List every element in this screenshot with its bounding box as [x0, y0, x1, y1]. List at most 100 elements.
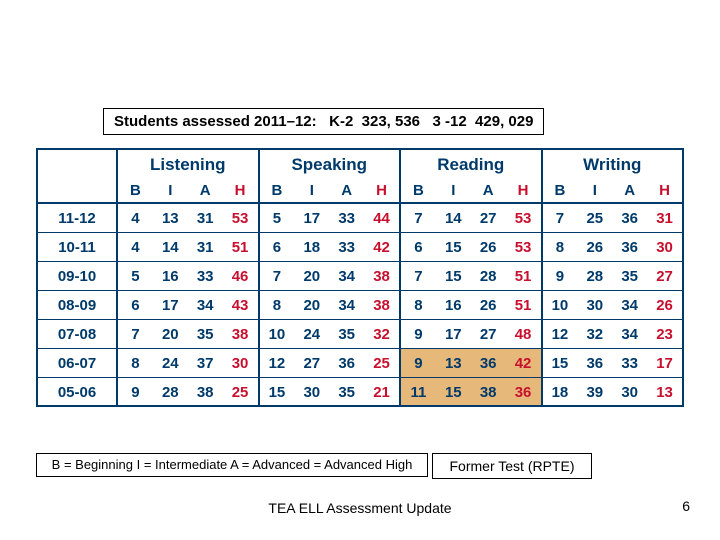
cell-value: 36	[612, 233, 647, 261]
cell-value: 17	[436, 320, 471, 348]
cell-value: 8	[118, 349, 153, 377]
cell-value: 34	[612, 320, 647, 348]
cell-group: 15363317	[543, 349, 683, 377]
cell-value: 16	[153, 262, 188, 290]
cell-value: 26	[471, 233, 506, 261]
level-H: H	[364, 178, 399, 202]
cell-value: 51	[223, 233, 258, 261]
cell-value: 10	[260, 320, 295, 348]
page-number: 6	[682, 498, 690, 514]
cell-value: 7	[401, 204, 436, 232]
level-B: B	[401, 178, 436, 202]
cell-value: 18	[294, 233, 329, 261]
cell-value: 31	[188, 233, 223, 261]
cell-value: 15	[436, 262, 471, 290]
cell-group: 7142753	[401, 204, 543, 232]
cell-value: 32	[364, 320, 399, 348]
cell-value: 37	[188, 349, 223, 377]
cell-group: 12273625	[260, 349, 402, 377]
cell-group: 8263630	[543, 233, 683, 261]
cell-value: 14	[436, 204, 471, 232]
cell-group: 6152653	[401, 233, 543, 261]
cell-value: 27	[294, 349, 329, 377]
level-B: B	[118, 178, 153, 202]
level-A: A	[612, 178, 647, 202]
cell-group: 11153836	[401, 378, 543, 405]
level-I: I	[153, 178, 188, 202]
cell-value: 9	[543, 262, 578, 290]
cell-group: 18393013	[543, 378, 683, 405]
cell-value: 28	[471, 262, 506, 290]
levels-writing: BIAH	[543, 178, 683, 202]
cell-group: 7203538	[118, 320, 260, 348]
cell-group: 8243730	[118, 349, 260, 377]
cell-value: 30	[294, 378, 329, 405]
level-A: A	[329, 178, 364, 202]
cell-value: 36	[329, 349, 364, 377]
header-year-blank	[38, 150, 118, 178]
table-row: 09-105163346720343871528519283527	[38, 262, 682, 291]
level-B: B	[543, 178, 578, 202]
levels-speaking: BIAH	[260, 178, 402, 202]
cell-value: 15	[260, 378, 295, 405]
former-test-label: Former Test (RPTE)	[432, 453, 592, 479]
cell-value: 24	[153, 349, 188, 377]
cell-value: 9	[401, 349, 436, 377]
cell-value: 35	[612, 262, 647, 290]
cell-value: 7	[543, 204, 578, 232]
cell-value: 30	[647, 233, 682, 261]
level-A: A	[471, 178, 506, 202]
cell-value: 33	[612, 349, 647, 377]
cell-value: 34	[612, 291, 647, 319]
cell-value: 25	[364, 349, 399, 377]
cell-value: 36	[612, 204, 647, 232]
cell-group: 7203438	[260, 262, 402, 290]
cell-value: 20	[294, 262, 329, 290]
col-writing: Writing	[543, 150, 683, 178]
cell-value: 35	[188, 320, 223, 348]
cell-value: 6	[401, 233, 436, 261]
cell-value: 15	[543, 349, 578, 377]
cell-value: 5	[260, 204, 295, 232]
col-reading: Reading	[401, 150, 543, 178]
cell-value: 35	[329, 378, 364, 405]
cell-value: 33	[329, 204, 364, 232]
cell-value: 53	[223, 204, 258, 232]
cell-value: 51	[506, 262, 541, 290]
level-I: I	[294, 178, 329, 202]
header-year-blank2	[38, 178, 118, 202]
cell-value: 27	[471, 320, 506, 348]
cell-value: 5	[118, 262, 153, 290]
cell-value: 25	[577, 204, 612, 232]
table-row: 06-07824373012273625913364215363317	[38, 349, 682, 378]
table-body: 11-12413315351733447142753725363110-1141…	[38, 204, 682, 407]
cell-value: 23	[647, 320, 682, 348]
cell-value: 9	[118, 378, 153, 405]
cell-value: 36	[577, 349, 612, 377]
level-H: H	[223, 178, 258, 202]
cell-value: 36	[471, 349, 506, 377]
level-B: B	[260, 178, 295, 202]
cell-value: 31	[647, 204, 682, 232]
cell-value: 36	[506, 378, 541, 405]
cell-group: 9172748	[401, 320, 543, 348]
cell-value: 42	[364, 233, 399, 261]
cell-value: 38	[364, 262, 399, 290]
cell-value: 13	[647, 378, 682, 405]
cell-value: 8	[401, 291, 436, 319]
cell-value: 13	[436, 349, 471, 377]
cell-value: 7	[260, 262, 295, 290]
year-label: 05-06	[38, 378, 118, 405]
cell-value: 28	[577, 262, 612, 290]
cell-value: 43	[223, 291, 258, 319]
cell-group: 15303521	[260, 378, 402, 405]
header-row-skills: Listening Speaking Reading Writing	[38, 148, 682, 178]
cell-group: 9283825	[118, 378, 260, 405]
level-H: H	[647, 178, 682, 202]
cell-value: 34	[188, 291, 223, 319]
cell-value: 33	[188, 262, 223, 290]
cell-value: 26	[647, 291, 682, 319]
cell-value: 7	[118, 320, 153, 348]
level-A: A	[188, 178, 223, 202]
cell-value: 53	[506, 204, 541, 232]
